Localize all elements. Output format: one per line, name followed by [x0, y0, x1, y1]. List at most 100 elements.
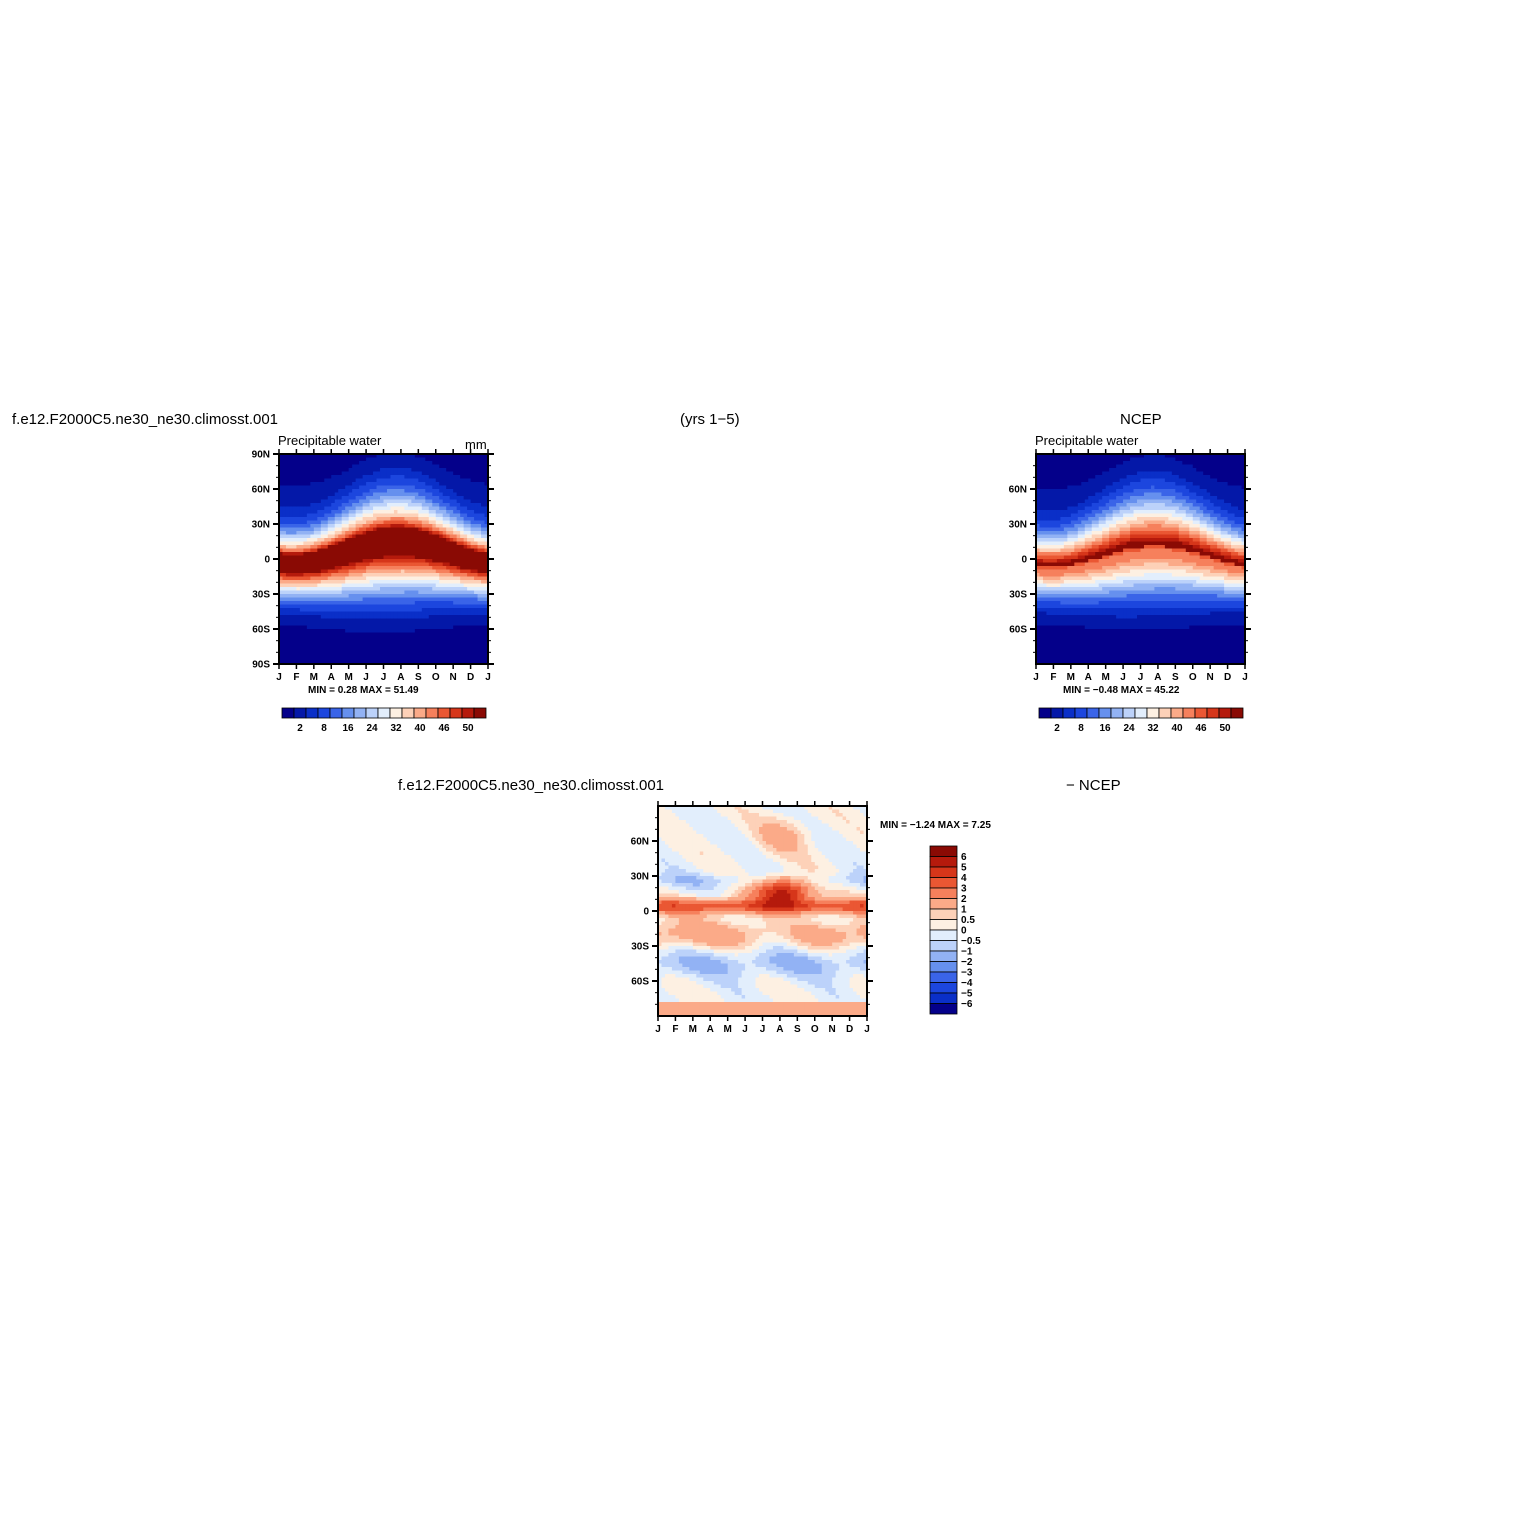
colorbar-swatch: [929, 856, 958, 868]
x-tick-label: J: [485, 672, 491, 683]
colorbar-swatch: [317, 707, 331, 719]
x-tick-label: F: [672, 1024, 678, 1035]
colorbar-label: 0.5: [961, 915, 975, 926]
colorbar-swatch: [1206, 707, 1220, 719]
colorbar-label: −4: [961, 978, 973, 989]
x-tick-label: A: [1154, 672, 1161, 683]
colorbar-label: 6: [961, 852, 967, 863]
colorbar-swatch: [329, 707, 343, 719]
y-tick-label: 30S: [252, 590, 270, 601]
colorbar-swatch: [1110, 707, 1124, 719]
colorbar-swatch: [1086, 707, 1100, 719]
y-tick-label: 30N: [1009, 520, 1027, 531]
x-tick-label: N: [450, 672, 457, 683]
colorbar-label: 2: [297, 723, 303, 734]
x-tick-label: J: [1242, 672, 1248, 683]
colorbar-swatch: [401, 707, 415, 719]
colorbar-label: 46: [1195, 723, 1207, 734]
colorbar-swatch: [929, 1003, 958, 1015]
colorbar-swatch: [1218, 707, 1232, 719]
colorbar-swatch: [1098, 707, 1112, 719]
colorbar-swatch: [1158, 707, 1172, 719]
x-tick-label: A: [328, 672, 335, 683]
colorbar-label: 2: [961, 894, 967, 905]
panel2-title: Precipitable water: [1035, 433, 1139, 448]
colorbar-swatch: [353, 707, 367, 719]
colorbar-label: −3: [961, 968, 973, 979]
x-tick-label: N: [829, 1024, 836, 1035]
x-tick-label: M: [689, 1024, 697, 1035]
colorbar-swatch: [425, 707, 439, 719]
panel1-units: mm: [465, 437, 487, 452]
colorbar-swatch: [341, 707, 355, 719]
colorbar-swatch: [929, 887, 958, 899]
colorbar-swatch: [929, 961, 958, 973]
x-tick-label: S: [794, 1024, 801, 1035]
x-tick-label: O: [432, 672, 440, 683]
colorbar-swatch: [305, 707, 319, 719]
colorbar-label: −2: [961, 957, 973, 968]
colorbar-label: 4: [961, 873, 967, 884]
x-tick-label: M: [310, 672, 318, 683]
x-tick-label: A: [776, 1024, 783, 1035]
diff-case-title: f.e12.F2000C5.ne30_ne30.climosst.001: [398, 777, 665, 794]
colorbar-label: 2: [1054, 723, 1060, 734]
years-label: (yrs 1−5): [680, 411, 740, 428]
y-tick-label: 90S: [252, 660, 270, 671]
colorbar-swatch: [1230, 707, 1244, 719]
x-tick-label: O: [1189, 672, 1197, 683]
colorbar-swatch: [461, 707, 475, 719]
y-tick-label: 0: [264, 555, 270, 566]
colorbar-swatch: [929, 866, 958, 878]
x-tick-label: J: [276, 672, 282, 683]
colorbar-swatch: [929, 971, 958, 983]
colorbar-swatch: [293, 707, 307, 719]
colorbar-swatch: [1122, 707, 1136, 719]
colorbar-swatch: [929, 992, 958, 1004]
x-tick-label: J: [381, 672, 387, 683]
x-tick-label: J: [1033, 672, 1039, 683]
x-tick-label: O: [811, 1024, 819, 1035]
colorbar-swatch: [929, 908, 958, 920]
colorbar-label: −0.5: [961, 936, 981, 947]
colorbar-swatch: [1050, 707, 1064, 719]
colorbar-label: 1: [961, 905, 967, 916]
colorbar-label: 32: [390, 723, 402, 734]
colorbar-swatch: [929, 929, 958, 941]
colorbar-label: 50: [462, 723, 474, 734]
x-tick-label: F: [1050, 672, 1056, 683]
x-tick-label: S: [1172, 672, 1179, 683]
colorbar-label: −6: [961, 999, 973, 1010]
y-tick-label: 30S: [631, 942, 649, 953]
colorbar-swatch: [365, 707, 379, 719]
x-tick-label: F: [293, 672, 299, 683]
colorbar-swatch: [473, 707, 487, 719]
y-tick-label: 60N: [252, 485, 270, 496]
panel1-minmax: MIN = 0.28 MAX = 51.49: [308, 685, 419, 696]
colorbar-swatch: [281, 707, 295, 719]
y-tick-label: 0: [1021, 555, 1027, 566]
colorbar-label: −1: [961, 947, 973, 958]
colorbar-swatch: [1182, 707, 1196, 719]
colorbar-swatch: [929, 877, 958, 889]
colorbar-swatch: [449, 707, 463, 719]
x-tick-label: A: [397, 672, 404, 683]
y-tick-label: 0: [643, 907, 649, 918]
colorbar-label: 40: [1171, 723, 1183, 734]
x-tick-label: J: [864, 1024, 870, 1035]
colorbar-label: 5: [961, 863, 967, 874]
x-tick-label: M: [723, 1024, 731, 1035]
diff-minmax: MIN = −1.24 MAX = 7.25: [880, 820, 991, 831]
colorbar-swatch: [929, 845, 958, 857]
colorbar-label: 32: [1147, 723, 1159, 734]
y-tick-label: 60S: [1009, 625, 1027, 636]
panel1-colorbar: 2 8 16 24 32 40 46 50: [281, 707, 487, 734]
x-tick-label: J: [655, 1024, 661, 1035]
x-tick-label: M: [1101, 672, 1109, 683]
panel1-title: Precipitable water: [278, 433, 382, 448]
x-tick-label: J: [1120, 672, 1126, 683]
x-tick-label: D: [1224, 672, 1231, 683]
y-tick-label: 60N: [1009, 485, 1027, 496]
